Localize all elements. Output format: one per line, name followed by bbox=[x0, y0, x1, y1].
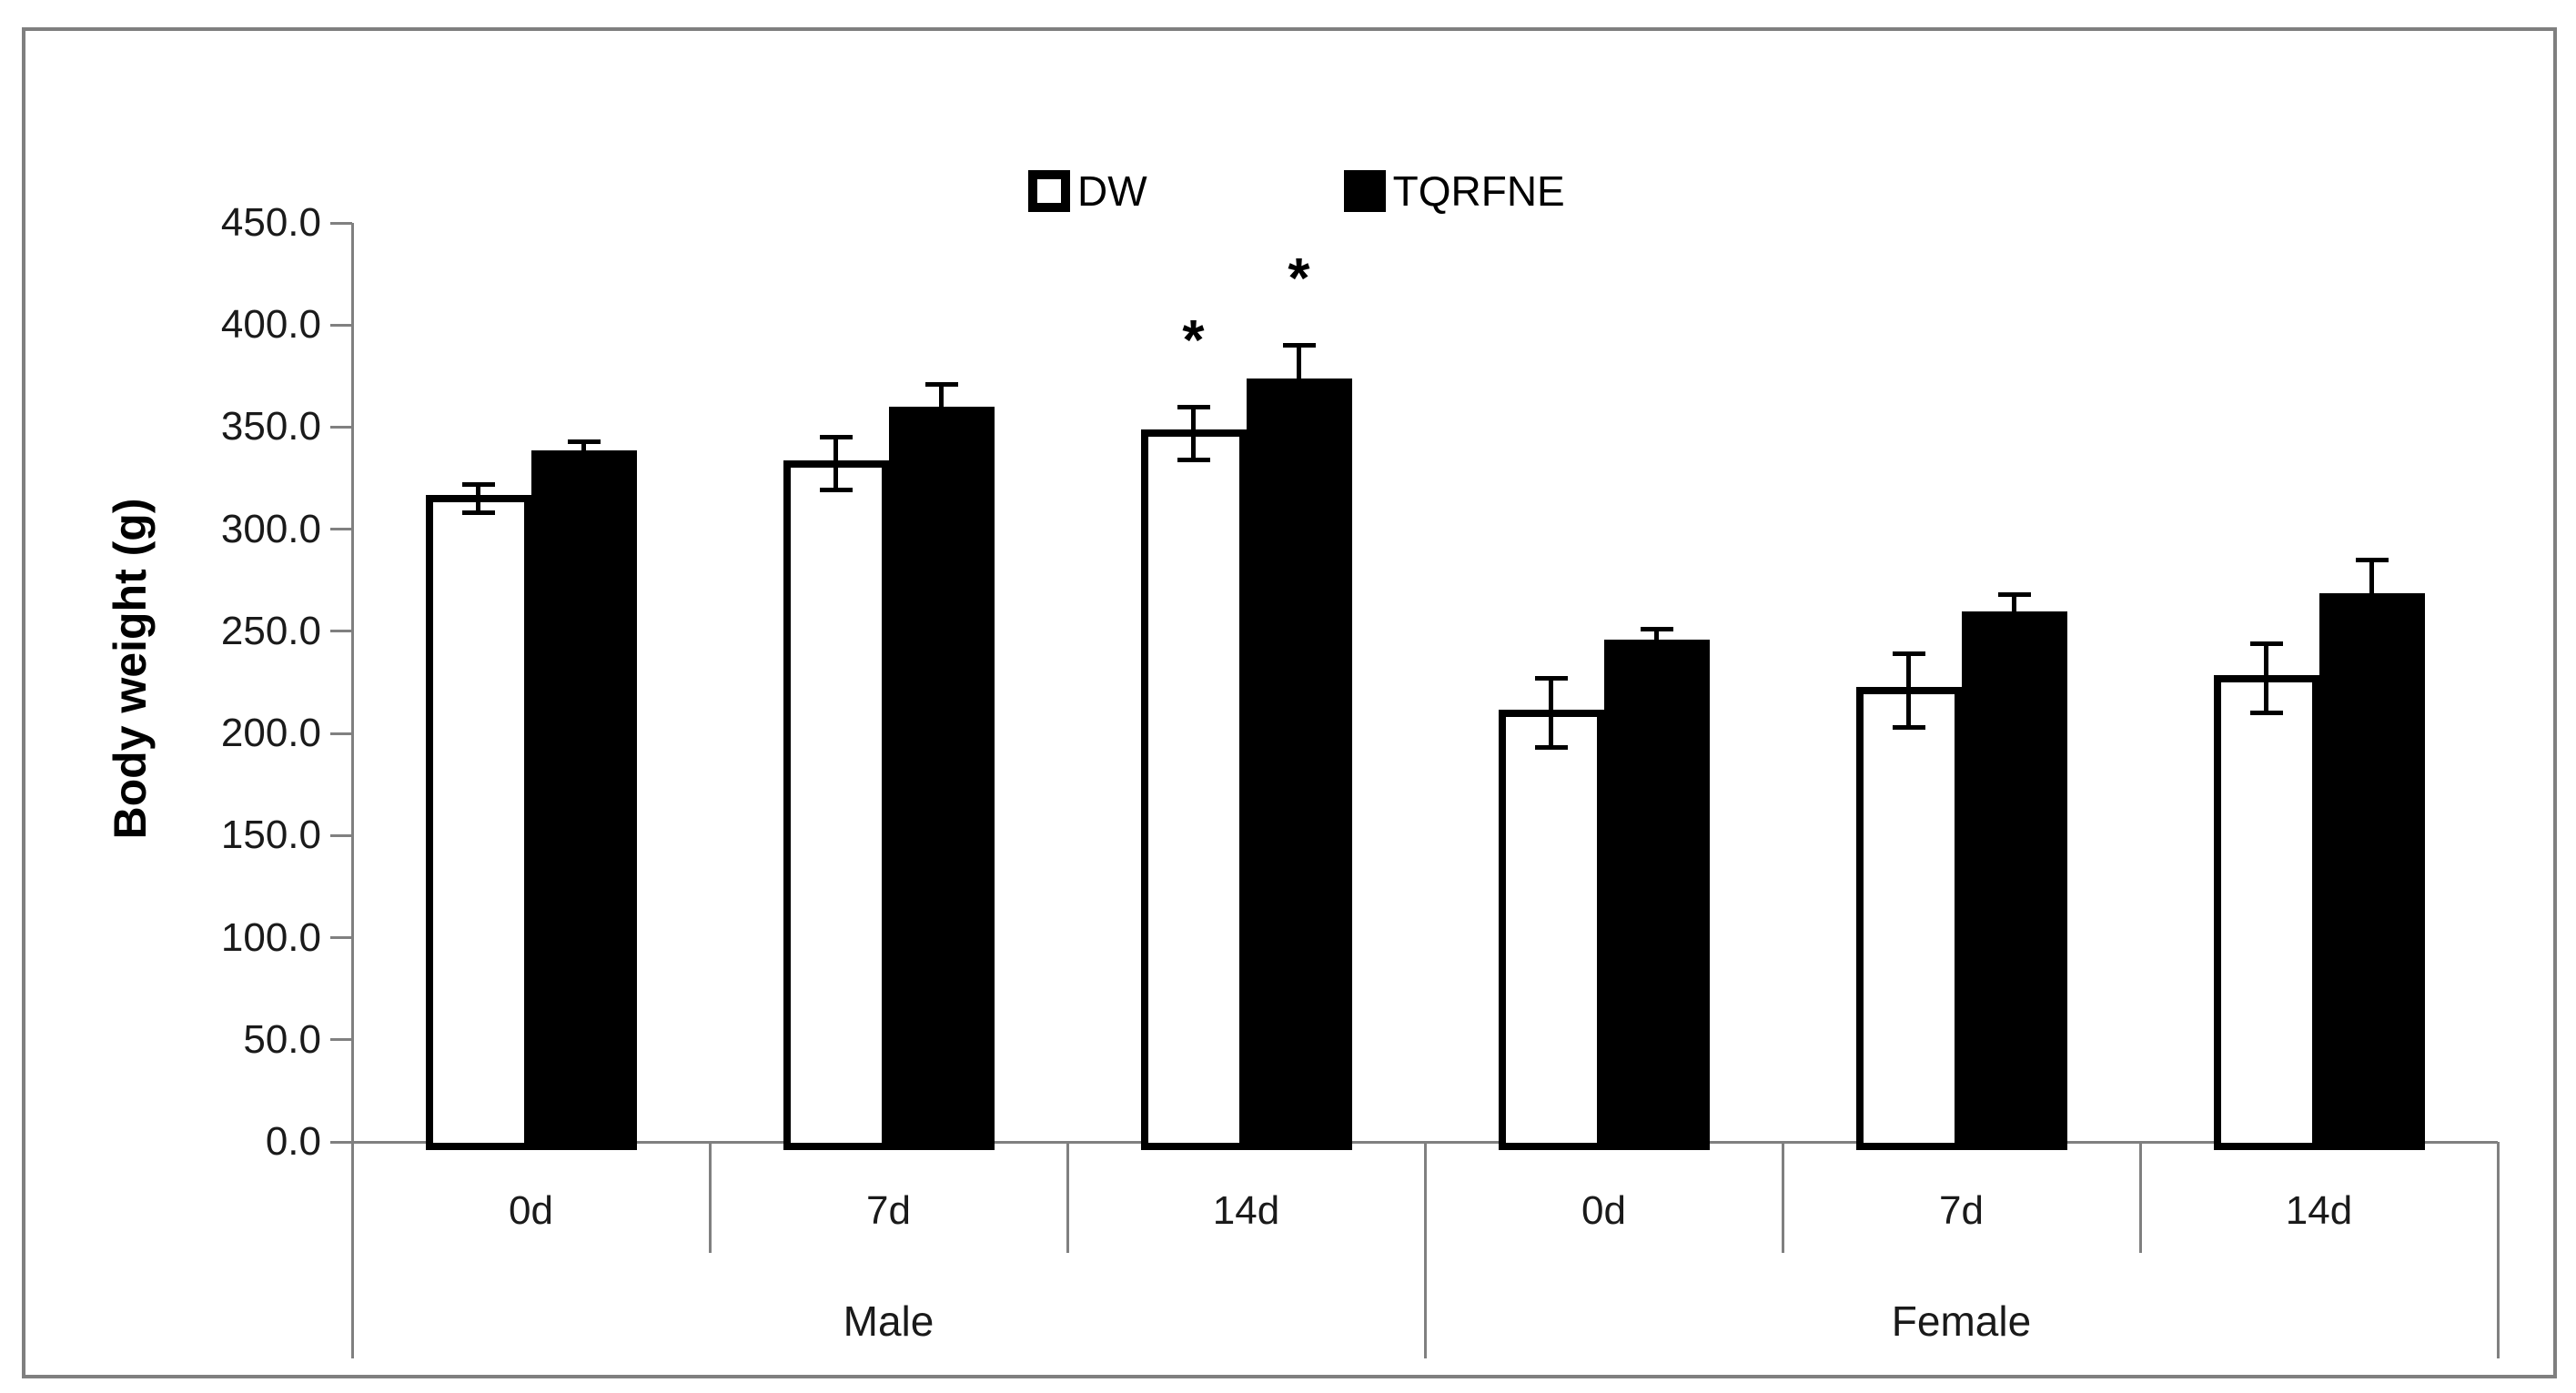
error-cap-bottom-dw-female-14d bbox=[2249, 710, 2283, 715]
day-label-male-7d: 7d bbox=[866, 1188, 911, 1233]
y-tick-mark bbox=[330, 1038, 352, 1042]
y-axis-line bbox=[350, 223, 354, 1358]
y-tick-mark bbox=[330, 221, 352, 225]
y-tick-mark bbox=[330, 323, 352, 327]
separator-day bbox=[708, 1142, 712, 1253]
group-label-male: Male bbox=[843, 1297, 934, 1345]
bar-dw-female-7d bbox=[1855, 686, 1962, 1150]
bar-tqrfne-female-7d bbox=[1961, 611, 2067, 1150]
table-right-edge bbox=[2496, 1142, 2500, 1358]
ytick-label-250.0: 250.0 bbox=[220, 608, 321, 653]
error-bar-tqrfne-female-14d bbox=[2369, 558, 2374, 602]
group-label-female: Female bbox=[1891, 1297, 2032, 1345]
error-bar-dw-male-14d bbox=[1191, 404, 1196, 462]
day-label-male-14d: 14d bbox=[1212, 1188, 1280, 1233]
y-tick-mark bbox=[330, 630, 352, 633]
bar-dw-female-0d bbox=[1498, 709, 1604, 1150]
error-cap-top-tqrfne-male-7d bbox=[924, 382, 958, 388]
bar-dw-male-14d bbox=[1140, 429, 1247, 1150]
day-label-female-14d: 14d bbox=[2285, 1188, 2353, 1233]
bar-tqrfne-male-14d bbox=[1246, 379, 1352, 1150]
day-label-female-7d: 7d bbox=[1939, 1188, 1984, 1233]
error-cap-bottom-dw-male-14d bbox=[1177, 457, 1210, 462]
legend: DW TQRFNE bbox=[1028, 164, 1565, 218]
y-tick-mark bbox=[330, 732, 352, 735]
error-cap-top-dw-female-7d bbox=[1892, 651, 1925, 657]
separator-day bbox=[1066, 1142, 1069, 1253]
y-tick-mark bbox=[330, 936, 352, 940]
error-cap-bottom-dw-male-7d bbox=[819, 488, 853, 493]
error-bar-tqrfne-male-7d bbox=[939, 382, 944, 417]
error-bar-tqrfne-male-0d bbox=[581, 439, 586, 459]
error-bar-tqrfne-female-7d bbox=[2012, 592, 2016, 621]
ytick-label-450.0: 450.0 bbox=[220, 200, 321, 245]
error-bar-dw-female-7d bbox=[1906, 651, 1911, 730]
sig-marker-tqrfne-male-14d: * bbox=[1288, 247, 1310, 311]
error-cap-top-tqrfne-male-0d bbox=[567, 439, 601, 444]
error-bar-dw-male-0d bbox=[476, 482, 480, 515]
separator-day bbox=[1781, 1142, 1784, 1253]
figure-border bbox=[22, 27, 2557, 1378]
error-cap-top-dw-female-14d bbox=[2249, 641, 2283, 647]
error-cap-top-tqrfne-male-14d bbox=[1282, 343, 1316, 348]
tqrfne-swatch-icon bbox=[1343, 170, 1386, 212]
ytick-label-350.0: 350.0 bbox=[220, 404, 321, 449]
y-tick-mark bbox=[330, 833, 352, 837]
error-bar-tqrfne-female-0d bbox=[1654, 627, 1659, 650]
bar-dw-female-14d bbox=[2213, 674, 2319, 1150]
bar-tqrfne-male-7d bbox=[888, 407, 995, 1150]
ytick-label-150.0: 150.0 bbox=[220, 813, 321, 858]
ytick-label-200.0: 200.0 bbox=[220, 711, 321, 756]
legend-item-dw: DW bbox=[1028, 170, 1147, 212]
error-cap-bottom-dw-female-7d bbox=[1892, 724, 1925, 730]
separator-group bbox=[1423, 1142, 1427, 1358]
legend-label-tqrfne: TQRFNE bbox=[1392, 167, 1565, 215]
ytick-label-400.0: 400.0 bbox=[220, 302, 321, 348]
error-cap-top-dw-male-7d bbox=[819, 435, 853, 440]
ytick-label-100.0: 100.0 bbox=[220, 914, 321, 960]
error-bar-dw-female-14d bbox=[2264, 641, 2268, 715]
separator-day bbox=[2138, 1142, 2142, 1253]
dw-swatch-icon bbox=[1028, 170, 1070, 212]
error-bar-tqrfne-male-14d bbox=[1297, 343, 1301, 389]
error-bar-dw-female-0d bbox=[1549, 676, 1553, 751]
legend-item-tqrfne: TQRFNE bbox=[1343, 167, 1565, 215]
bar-tqrfne-male-0d bbox=[530, 449, 637, 1150]
error-bar-dw-male-7d bbox=[833, 435, 838, 493]
ytick-label-300.0: 300.0 bbox=[220, 506, 321, 551]
day-label-female-0d: 0d bbox=[1581, 1188, 1626, 1233]
bar-tqrfne-female-14d bbox=[2318, 592, 2425, 1150]
bar-dw-male-0d bbox=[425, 495, 531, 1150]
y-tick-mark bbox=[330, 1140, 352, 1144]
error-cap-bottom-dw-female-0d bbox=[1534, 745, 1568, 751]
ytick-label-0.0: 0.0 bbox=[265, 1119, 321, 1164]
error-cap-top-tqrfne-female-14d bbox=[2355, 558, 2389, 563]
sig-marker-dw-male-14d: * bbox=[1182, 308, 1205, 372]
y-tick-mark bbox=[330, 528, 352, 531]
error-cap-top-dw-male-14d bbox=[1177, 404, 1210, 409]
legend-label-dw: DW bbox=[1077, 167, 1147, 215]
bar-dw-male-7d bbox=[783, 459, 889, 1150]
error-cap-top-tqrfne-female-0d bbox=[1640, 627, 1673, 632]
error-cap-top-dw-male-0d bbox=[461, 482, 495, 488]
bar-tqrfne-female-0d bbox=[1603, 640, 1710, 1150]
error-cap-top-tqrfne-female-7d bbox=[1997, 592, 2031, 598]
error-cap-bottom-dw-male-0d bbox=[461, 510, 495, 515]
ytick-label-50.0: 50.0 bbox=[243, 1016, 321, 1062]
error-cap-top-dw-female-0d bbox=[1534, 676, 1568, 681]
y-tick-mark bbox=[330, 425, 352, 429]
day-label-male-0d: 0d bbox=[509, 1188, 553, 1233]
